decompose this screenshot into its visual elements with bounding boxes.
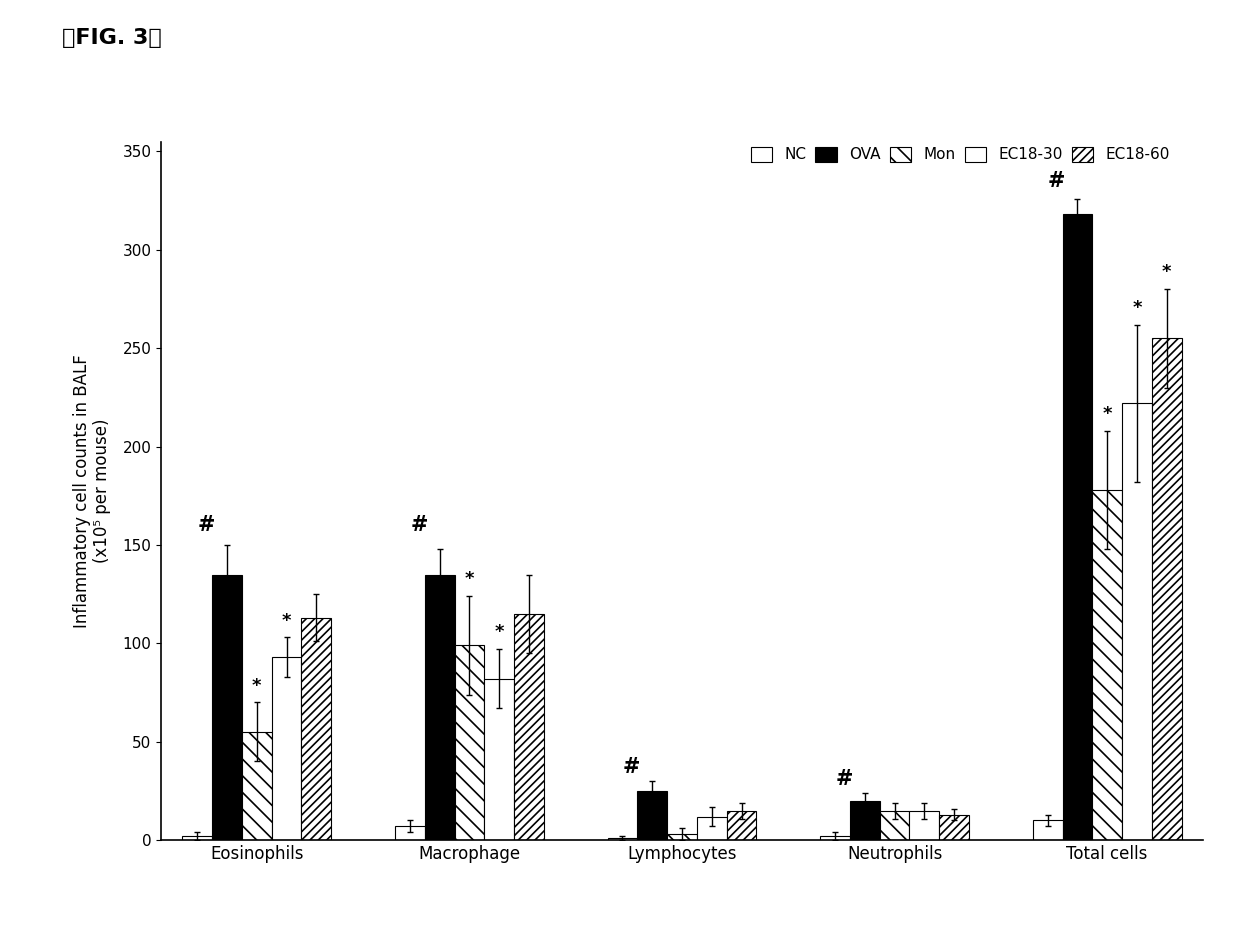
Bar bbox=[820, 836, 849, 840]
Y-axis label: Inflammatory cell counts in BALF
(x10⁵ per mouse): Inflammatory cell counts in BALF (x10⁵ p… bbox=[73, 354, 112, 628]
Bar bbox=[879, 811, 909, 840]
Bar bbox=[1063, 214, 1092, 840]
Text: *: * bbox=[495, 623, 503, 641]
Bar bbox=[272, 657, 301, 840]
Bar bbox=[909, 811, 939, 840]
Legend: NC, OVA, Mon, EC18-30, EC18-60: NC, OVA, Mon, EC18-30, EC18-60 bbox=[746, 143, 1174, 167]
Text: #: # bbox=[410, 515, 428, 535]
Bar bbox=[1092, 490, 1122, 840]
Text: *: * bbox=[281, 612, 291, 630]
Text: *: * bbox=[1102, 405, 1112, 423]
Text: *: * bbox=[465, 570, 474, 588]
Bar bbox=[425, 575, 455, 840]
Text: #: # bbox=[1048, 171, 1065, 191]
Text: *: * bbox=[1132, 298, 1142, 317]
Bar bbox=[485, 679, 515, 840]
Bar bbox=[697, 817, 727, 840]
Text: #: # bbox=[622, 757, 640, 777]
Bar bbox=[182, 836, 212, 840]
Bar bbox=[301, 617, 331, 840]
Bar bbox=[1152, 338, 1182, 840]
Bar bbox=[849, 801, 879, 840]
Bar bbox=[455, 646, 485, 840]
Bar bbox=[396, 826, 425, 840]
Text: *: * bbox=[1162, 263, 1172, 281]
Bar bbox=[1122, 403, 1152, 840]
Bar bbox=[667, 834, 697, 840]
Bar bbox=[242, 732, 272, 840]
Bar bbox=[212, 575, 242, 840]
Bar bbox=[608, 838, 637, 840]
Bar bbox=[939, 815, 968, 840]
Text: *: * bbox=[252, 677, 262, 695]
Text: #: # bbox=[197, 515, 215, 535]
Text: #: # bbox=[836, 769, 853, 789]
Text: 《FIG. 3》: 《FIG. 3》 bbox=[62, 28, 161, 48]
Bar bbox=[727, 811, 756, 840]
Bar bbox=[515, 614, 544, 840]
Bar bbox=[637, 791, 667, 840]
Bar bbox=[1033, 820, 1063, 840]
